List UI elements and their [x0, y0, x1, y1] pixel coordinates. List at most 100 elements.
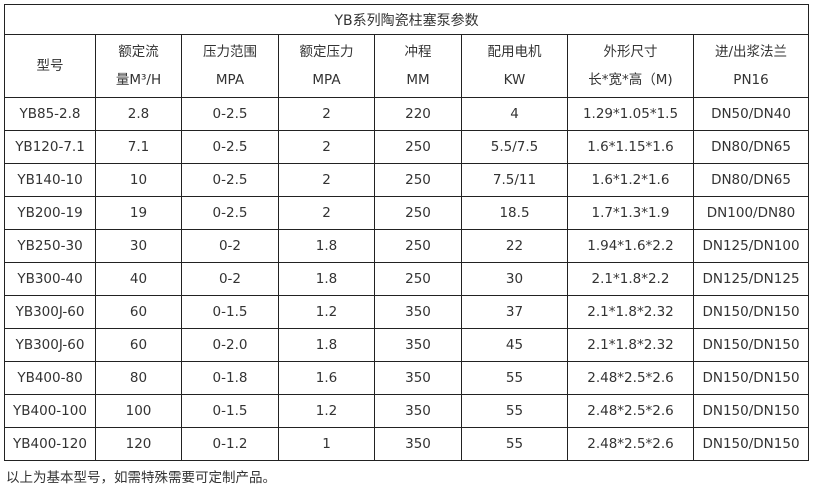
- table-cell: 2.48*2.5*2.6: [567, 361, 694, 395]
- table-cell: 0-2.5: [181, 196, 279, 230]
- table-cell: 0-1.2: [181, 427, 279, 461]
- header-line: MPA: [215, 72, 245, 88]
- header-line: 配用电机: [487, 44, 542, 60]
- table-cell: DN80/DN65: [692, 163, 810, 197]
- column-header: 冲程 MM: [374, 34, 462, 98]
- table-cell: YB250-30: [4, 229, 96, 263]
- table-cell: YB400-80: [4, 361, 96, 395]
- table-cell: 0-2.5: [181, 97, 279, 131]
- table-cell: 0-2.5: [181, 130, 279, 164]
- header-line: PN16: [733, 72, 769, 88]
- column-header: 型号: [4, 34, 96, 98]
- table-cell: YB400-120: [4, 427, 96, 461]
- table-cell: 5.5/7.5: [461, 130, 568, 164]
- table-cell: 1.7*1.3*1.9: [567, 196, 694, 230]
- table-cell: 220: [374, 97, 462, 131]
- table-cell: 250: [374, 229, 462, 263]
- table-cell: YB400-100: [4, 394, 96, 428]
- table-cell: 250: [374, 262, 462, 296]
- table-cell: DN125/DN125: [692, 262, 810, 296]
- table-row: YB400-120 120 0-1.2 1 350 55 2.48*2.5*2.6 DN150…: [4, 427, 810, 461]
- table-cell: 80: [95, 361, 182, 395]
- table-cell: 2.1*1.8*2.32: [567, 295, 694, 329]
- table-cell: 1: [278, 427, 375, 461]
- column-header: 进/出浆法兰 PN16: [692, 34, 810, 98]
- table-cell: 1.8: [278, 229, 375, 263]
- table-cell: 0-1.8: [181, 361, 279, 395]
- table-cell: 45: [461, 328, 568, 362]
- table-cell: 30: [461, 262, 568, 296]
- header-line: MPA: [312, 72, 341, 88]
- table-cell: YB300J-60: [4, 328, 96, 362]
- table-cell: YB300-40: [4, 262, 96, 296]
- header-line: 型号: [36, 58, 64, 74]
- table-cell: 30: [95, 229, 182, 263]
- table-cell: 1.94*1.6*2.2: [567, 229, 694, 263]
- table-cell: 2: [278, 196, 375, 230]
- footnote: 以上为基本型号，如需特殊需要可定制产品。: [6, 470, 276, 486]
- column-header: 配用电机 KW: [461, 34, 568, 98]
- table-row: YB200-19 19 0-2.5 2 250 18.5 1.7*1.3*1.9 DN100/…: [4, 196, 810, 230]
- table-cell: 350: [374, 427, 462, 461]
- table-cell: DN150/DN150: [692, 361, 810, 395]
- table-cell: 2: [278, 130, 375, 164]
- table-cell: 2: [278, 163, 375, 197]
- table-cell: DN100/DN80: [692, 196, 810, 230]
- table-cell: DN150/DN150: [692, 295, 810, 329]
- table-row: YB400-80 80 0-1.8 1.6 350 55 2.48*2.5*2.6 DN150…: [4, 361, 810, 395]
- column-header: 压力范围 MPA: [181, 34, 279, 98]
- table-row: YB120-7.1 7.1 0-2.5 2 250 5.5/7.5 1.6*1.15*1.6…: [4, 130, 810, 164]
- pump-spec-table: YB系列陶瓷柱塞泵参数 型号 额定流 量M³/H 压力范围 MPA 额定压力 MPA 冲程 MM…: [3, 4, 810, 461]
- header-line: 进/出浆法兰: [714, 44, 788, 60]
- table-cell: YB85-2.8: [4, 97, 96, 131]
- header-line: 长*宽*高（M): [588, 72, 673, 88]
- table-cell: 1.8: [278, 262, 375, 296]
- table-row: YB140-10 10 0-2.5 2 250 7.5/11 1.6*1.2*1.6 DN80…: [4, 163, 810, 197]
- table-row: YB300J-60 60 0-2.0 1.8 350 45 2.1*1.8*2.32 DN15…: [4, 328, 810, 362]
- header-row: 型号 额定流 量M³/H 压力范围 MPA 额定压力 MPA 冲程 MM 配用电机 KW 外形尺寸长*…: [4, 34, 810, 98]
- table-cell: 55: [461, 394, 568, 428]
- table-cell: 0-1.5: [181, 295, 279, 329]
- table-cell: 1.2: [278, 394, 375, 428]
- table-cell: 10: [95, 163, 182, 197]
- table-cell: DN150/DN150: [692, 427, 810, 461]
- table-cell: 60: [95, 328, 182, 362]
- table-cell: 0-2.0: [181, 328, 279, 362]
- table-row: YB400-100 100 0-1.5 1.2 350 55 2.48*2.5*2.6 DN1…: [4, 394, 810, 428]
- table-cell: 22: [461, 229, 568, 263]
- header-line: 冲程: [404, 44, 432, 60]
- table-cell: 2: [278, 97, 375, 131]
- table-cell: DN80/DN65: [692, 130, 810, 164]
- table-cell: DN150/DN150: [692, 328, 810, 362]
- table-cell: YB140-10: [4, 163, 96, 197]
- table-cell: 100: [95, 394, 182, 428]
- table-cell: 1.8: [278, 328, 375, 362]
- table-cell: 2.1*1.8*2.32: [567, 328, 694, 362]
- table-cell: YB200-19: [4, 196, 96, 230]
- table-title: YB系列陶瓷柱塞泵参数: [3, 4, 810, 35]
- table-cell: 40: [95, 262, 182, 296]
- table-cell: 55: [461, 361, 568, 395]
- table-cell: 350: [374, 295, 462, 329]
- table-cell: 0-2: [181, 229, 279, 263]
- header-line: MM: [406, 72, 430, 88]
- table-cell: 250: [374, 163, 462, 197]
- column-header: 额定压力 MPA: [278, 34, 375, 98]
- table-row: YB300J-60 60 0-1.5 1.2 350 37 2.1*1.8*2.32 DN15…: [4, 295, 810, 329]
- table-cell: 0-2.5: [181, 163, 279, 197]
- table-cell: 2.8: [95, 97, 182, 131]
- table-row: YB250-30 30 0-2 1.8 250 22 1.94*1.6*2.2 DN125/D…: [4, 229, 810, 263]
- header-line: KW: [503, 72, 526, 88]
- table-cell: DN50/DN40: [692, 97, 810, 131]
- column-header: 额定流 量M³/H: [95, 34, 182, 98]
- table-cell: 1.6: [278, 361, 375, 395]
- table-cell: 19: [95, 196, 182, 230]
- table-cell: DN125/DN100: [692, 229, 810, 263]
- table-cell: 350: [374, 361, 462, 395]
- table-cell: DN150/DN150: [692, 394, 810, 428]
- header-line: 外形尺寸: [603, 44, 658, 60]
- table-row: YB85-2.8 2.8 0-2.5 2 220 4 1.29*1.05*1.5 DN50/D…: [4, 97, 810, 131]
- table-cell: 1.6*1.15*1.6: [567, 130, 694, 164]
- table-cell: 0-1.5: [181, 394, 279, 428]
- table-cell: 1.2: [278, 295, 375, 329]
